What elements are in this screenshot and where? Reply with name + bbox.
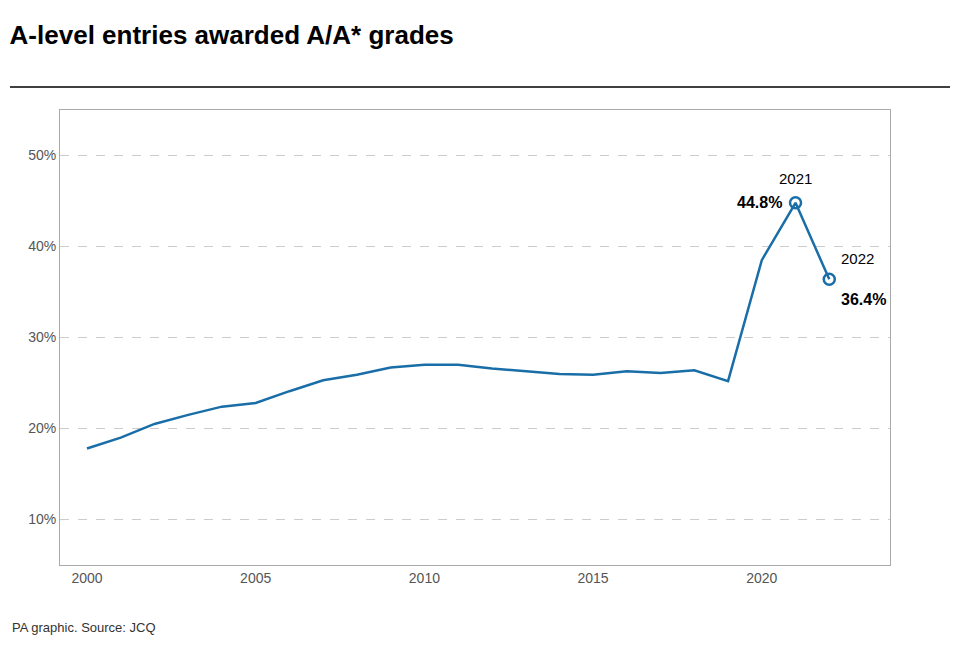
svg-text:2000: 2000 (71, 570, 102, 586)
svg-text:2015: 2015 (578, 570, 609, 586)
svg-text:2020: 2020 (746, 570, 777, 586)
svg-text:44.8%: 44.8% (737, 194, 782, 211)
svg-text:36.4%: 36.4% (841, 291, 886, 308)
svg-text:40%: 40% (28, 238, 56, 254)
svg-text:2010: 2010 (409, 570, 440, 586)
svg-text:A-level entries awarded A/A* g: A-level entries awarded A/A* grades (10, 20, 454, 50)
svg-text:30%: 30% (28, 329, 56, 345)
svg-text:10%: 10% (28, 511, 56, 527)
svg-text:PA graphic. Source: JCQ: PA graphic. Source: JCQ (12, 620, 156, 635)
svg-text:50%: 50% (28, 147, 56, 163)
svg-text:20%: 20% (28, 420, 56, 436)
svg-text:2005: 2005 (240, 570, 271, 586)
svg-text:2022: 2022 (841, 250, 874, 267)
svg-text:2021: 2021 (779, 170, 812, 187)
